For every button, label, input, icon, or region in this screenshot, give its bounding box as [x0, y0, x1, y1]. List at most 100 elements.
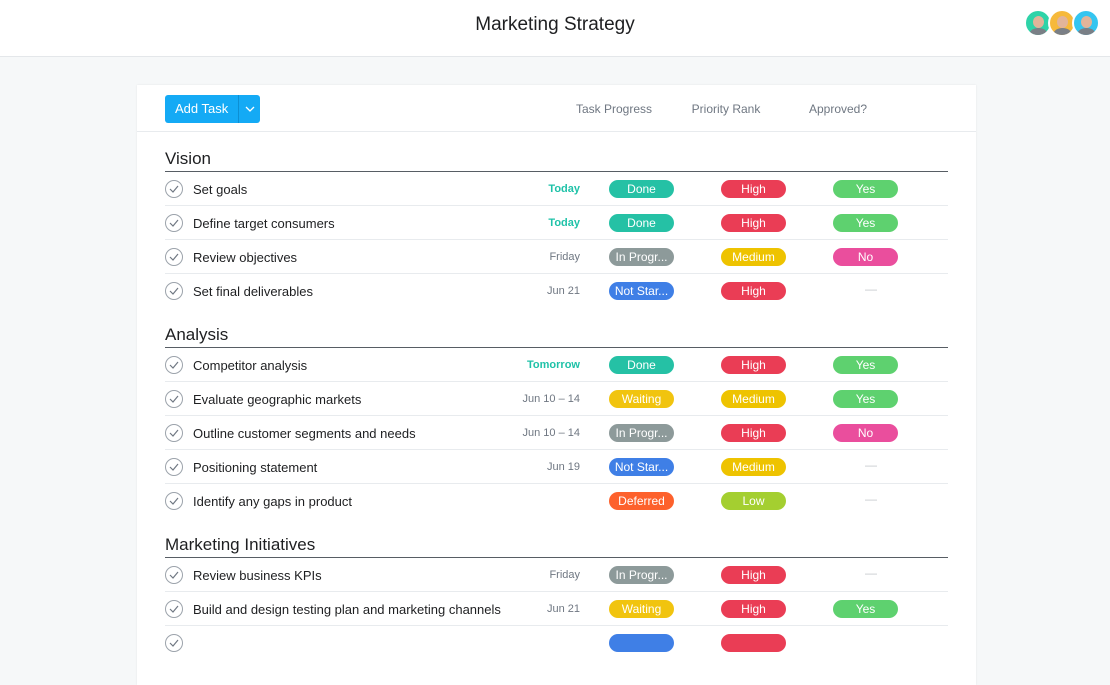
task-progress-badge[interactable]: Done [609, 356, 674, 374]
task-progress-badge[interactable]: Deferred [609, 492, 674, 510]
section: Marketing Initiatives Review business KP… [137, 518, 976, 660]
task-name[interactable]: Set goals [193, 182, 248, 197]
approved-badge[interactable]: No [833, 248, 898, 266]
complete-task-checkbox[interactable] [165, 248, 183, 266]
due-date[interactable]: Jun 19 [546, 461, 580, 473]
complete-task-checkbox[interactable] [165, 390, 183, 408]
complete-task-checkbox[interactable] [165, 600, 183, 618]
task-progress-badge[interactable] [609, 634, 674, 652]
section: Vision Set goals Today Done High Yes Def… [137, 132, 976, 308]
due-date[interactable]: Jun 10 – 14 [522, 427, 581, 439]
priority-rank-badge[interactable]: High [721, 180, 786, 198]
approved-badge[interactable]: Yes [833, 390, 898, 408]
task-row[interactable]: Build and design testing plan and market… [165, 592, 948, 626]
task-row[interactable]: Outline customer segments and needs Jun … [165, 416, 948, 450]
due-date[interactable]: Tomorrow [527, 359, 580, 371]
task-row[interactable]: Competitor analysis Tomorrow Done High Y… [165, 348, 948, 382]
avatar[interactable] [1024, 9, 1052, 37]
complete-task-checkbox[interactable] [165, 566, 183, 584]
task-progress-badge[interactable]: Not Star... [609, 282, 674, 300]
task-row[interactable] [165, 626, 948, 660]
priority-rank-badge[interactable]: High [721, 424, 786, 442]
task-name[interactable]: Evaluate geographic markets [193, 392, 362, 407]
due-date[interactable]: Friday [549, 569, 580, 581]
check-icon [169, 361, 179, 369]
section-title[interactable]: Analysis [165, 308, 948, 348]
task-name[interactable]: Review business KPIs [193, 568, 322, 583]
priority-rank-badge[interactable]: High [721, 214, 786, 232]
task-row[interactable]: Set final deliverables Jun 21 Not Star..… [165, 274, 948, 308]
section-title[interactable]: Marketing Initiatives [165, 518, 948, 558]
task-row[interactable]: Identify any gaps in product Deferred Lo… [165, 484, 948, 518]
approved-empty[interactable]: — [865, 458, 877, 472]
priority-rank-badge[interactable]: Medium [721, 248, 786, 266]
task-progress-badge[interactable]: Done [609, 214, 674, 232]
due-date[interactable]: Jun 10 – 14 [522, 393, 581, 405]
add-task-button[interactable]: Add Task [175, 101, 229, 116]
task-row[interactable]: Set goals Today Done High Yes [165, 172, 948, 206]
approved-badge[interactable]: Yes [833, 180, 898, 198]
due-date[interactable]: Jun 21 [546, 603, 580, 615]
task-name[interactable]: Positioning statement [193, 460, 318, 475]
complete-task-checkbox[interactable] [165, 492, 183, 510]
approved-empty[interactable]: — [865, 566, 877, 580]
task-name[interactable]: Define target consumers [193, 216, 335, 231]
due-date[interactable]: Jun 21 [546, 285, 580, 297]
priority-rank-badge[interactable]: Low [721, 492, 786, 510]
task-row[interactable]: Positioning statement Jun 19 Not Star...… [165, 450, 948, 484]
column-header-task-progress[interactable]: Task Progress [575, 102, 653, 116]
complete-task-checkbox[interactable] [165, 356, 183, 374]
task-list-card: Add Task Task Progress Priority Rank App… [137, 85, 976, 685]
due-date[interactable]: Friday [549, 251, 580, 263]
priority-rank-badge[interactable]: Medium [721, 390, 786, 408]
task-name[interactable]: Competitor analysis [193, 358, 308, 373]
chevron-down-icon [245, 106, 255, 112]
priority-rank-badge[interactable]: High [721, 566, 786, 584]
avatar[interactable] [1072, 9, 1100, 37]
task-progress-badge[interactable]: In Progr... [609, 248, 674, 266]
complete-task-checkbox[interactable] [165, 180, 183, 198]
complete-task-checkbox[interactable] [165, 424, 183, 442]
due-date[interactable]: Today [548, 183, 580, 195]
task-row[interactable]: Evaluate geographic markets Jun 10 – 14 … [165, 382, 948, 416]
task-progress-badge[interactable]: Not Star... [609, 458, 674, 476]
priority-rank-badge[interactable]: Medium [721, 458, 786, 476]
task-progress-badge[interactable]: In Progr... [609, 424, 674, 442]
priority-rank-badge[interactable]: High [721, 282, 786, 300]
task-progress-badge[interactable]: Waiting [609, 390, 674, 408]
approved-empty[interactable]: — [865, 492, 877, 506]
task-progress-badge[interactable]: Waiting [609, 600, 674, 618]
approved-badge[interactable]: Yes [833, 600, 898, 618]
task-row[interactable]: Define target consumers Today Done High … [165, 206, 948, 240]
task-name[interactable]: Identify any gaps in product [193, 494, 352, 509]
complete-task-checkbox[interactable] [165, 634, 183, 652]
task-row[interactable]: Review business KPIs Friday In Progr... … [165, 558, 948, 592]
approved-badge[interactable]: Yes [833, 356, 898, 374]
task-name[interactable]: Set final deliverables [193, 284, 313, 299]
toolbar: Add Task Task Progress Priority Rank App… [137, 85, 976, 132]
check-icon [169, 497, 179, 505]
column-header-approved[interactable]: Approved? [808, 102, 868, 116]
complete-task-checkbox[interactable] [165, 458, 183, 476]
priority-rank-badge[interactable] [721, 634, 786, 652]
task-row[interactable]: Review objectives Friday In Progr... Med… [165, 240, 948, 274]
priority-rank-badge[interactable]: High [721, 356, 786, 374]
approved-badge[interactable]: No [833, 424, 898, 442]
complete-task-checkbox[interactable] [165, 214, 183, 232]
task-progress-badge[interactable]: Done [609, 180, 674, 198]
due-date[interactable]: Today [548, 217, 580, 229]
column-header-priority-rank[interactable]: Priority Rank [691, 102, 761, 116]
add-task-dropdown-button[interactable] [238, 95, 260, 123]
section-title[interactable]: Vision [165, 132, 948, 172]
task-name[interactable]: Outline customer segments and needs [193, 426, 416, 441]
check-icon [169, 571, 179, 579]
complete-task-checkbox[interactable] [165, 282, 183, 300]
approved-badge[interactable]: Yes [833, 214, 898, 232]
task-progress-badge[interactable]: In Progr... [609, 566, 674, 584]
add-task-button-group: Add Task [165, 95, 261, 123]
task-name[interactable]: Build and design testing plan and market… [193, 602, 501, 617]
priority-rank-badge[interactable]: High [721, 600, 786, 618]
task-name[interactable]: Review objectives [193, 250, 298, 265]
section: Analysis Competitor analysis Tomorrow Do… [137, 308, 976, 518]
approved-empty[interactable]: — [865, 282, 877, 296]
